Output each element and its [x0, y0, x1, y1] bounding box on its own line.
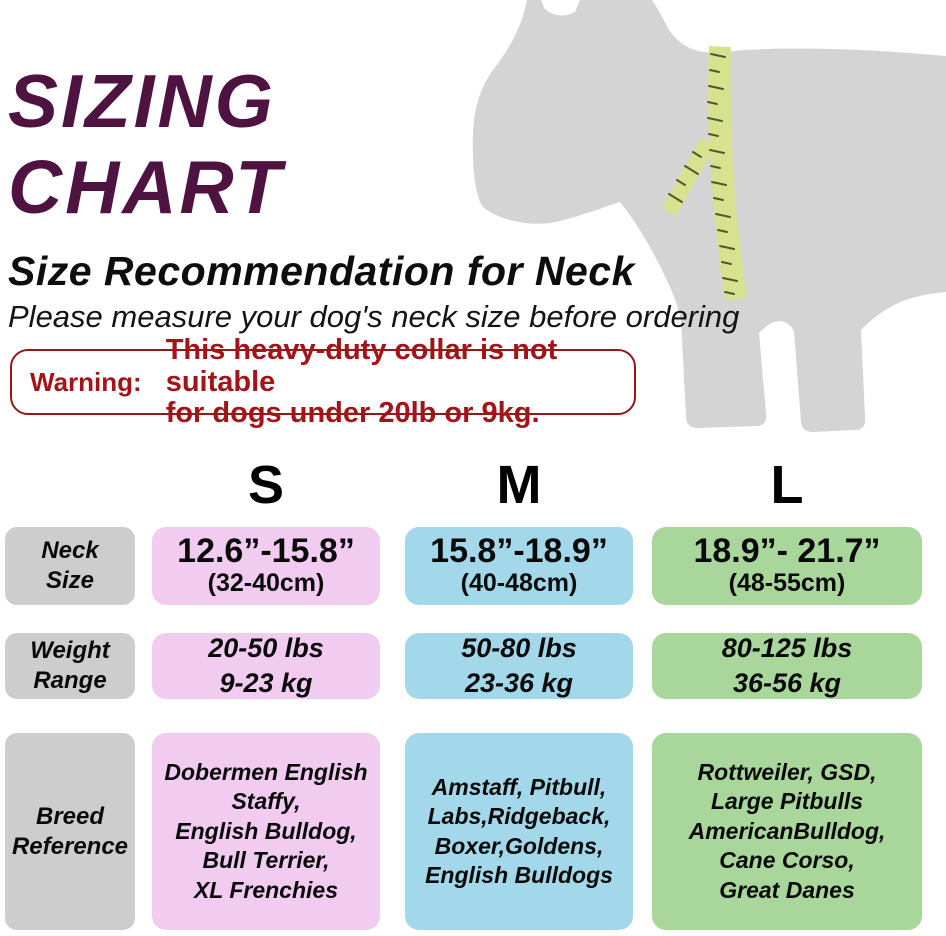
column-header-s: S	[247, 455, 285, 515]
weight-range-text: 80-125 lbs 36-56 kg	[721, 632, 853, 698]
cell-weight-l: 80-125 lbs 36-56 kg	[652, 633, 922, 699]
row-label-text: Neck Size	[41, 537, 99, 594]
neck-size-inches: 12.6”-15.8”	[177, 532, 355, 571]
dog-with-measuring-tape-icon	[472, 0, 946, 432]
column-header-l: L	[770, 455, 804, 515]
tape-ticks	[668, 53, 738, 295]
cell-neck-size-l: 18.9”- 21.7” (48-55cm)	[652, 527, 922, 605]
page-title: SIZING CHART	[8, 59, 285, 229]
neck-size-cm: (48-55cm)	[728, 569, 846, 598]
weight-range-text: 50-80 lbs 23-36 kg	[461, 632, 577, 698]
row-label-weight-range: Weight Range	[5, 633, 135, 699]
row-label-breed-reference: Breed Reference	[5, 733, 135, 930]
cell-breeds-m: Amstaff, Pitbull, Labs,Ridgeback, Boxer,…	[405, 733, 633, 930]
measuring-tape-strip	[708, 46, 747, 300]
cell-breeds-l: Rottweiler, GSD, Large Pitbulls American…	[652, 733, 922, 930]
cell-breeds-s: Dobermen English Staffy, English Bulldog…	[152, 733, 380, 930]
neck-size-cm: (40-48cm)	[460, 569, 578, 598]
neck-size-inches: 18.9”- 21.7”	[693, 532, 881, 571]
page-subtitle: Size Recommendation for Neck	[8, 248, 635, 294]
cell-neck-size-m: 15.8”-18.9” (40-48cm)	[405, 527, 633, 605]
neck-size-cm: (32-40cm)	[207, 569, 325, 598]
warning-text: This heavy-duty collar is not suitable f…	[165, 334, 558, 429]
cell-weight-s: 20-50 lbs 9-23 kg	[152, 633, 380, 699]
cell-neck-size-s: 12.6”-15.8” (32-40cm)	[152, 527, 380, 605]
neck-size-inches: 15.8”-18.9”	[430, 532, 608, 571]
weight-range-text: 20-50 lbs 9-23 kg	[208, 632, 324, 698]
breed-list: Rottweiler, GSD, Large Pitbulls American…	[688, 758, 886, 903]
warning-box: Warning: This heavy-duty collar is not s…	[10, 335, 636, 428]
cell-weight-m: 50-80 lbs 23-36 kg	[405, 633, 633, 699]
row-label-text: Breed Reference	[11, 802, 129, 860]
measure-note: Please measure your dog's neck size befo…	[8, 299, 740, 334]
column-header-m: M	[496, 455, 542, 515]
row-label-text: Weight Range	[30, 637, 110, 694]
breed-list: Dobermen English Staffy, English Bulldog…	[164, 758, 368, 903]
row-label-neck-size: Neck Size	[5, 527, 135, 605]
dog-silhouette	[472, 0, 946, 432]
warning-label: Warning:	[30, 366, 142, 397]
breed-list: Amstaff, Pitbull, Labs,Ridgeback, Boxer,…	[425, 773, 613, 888]
dog-silhouette-illustration	[430, 0, 946, 440]
